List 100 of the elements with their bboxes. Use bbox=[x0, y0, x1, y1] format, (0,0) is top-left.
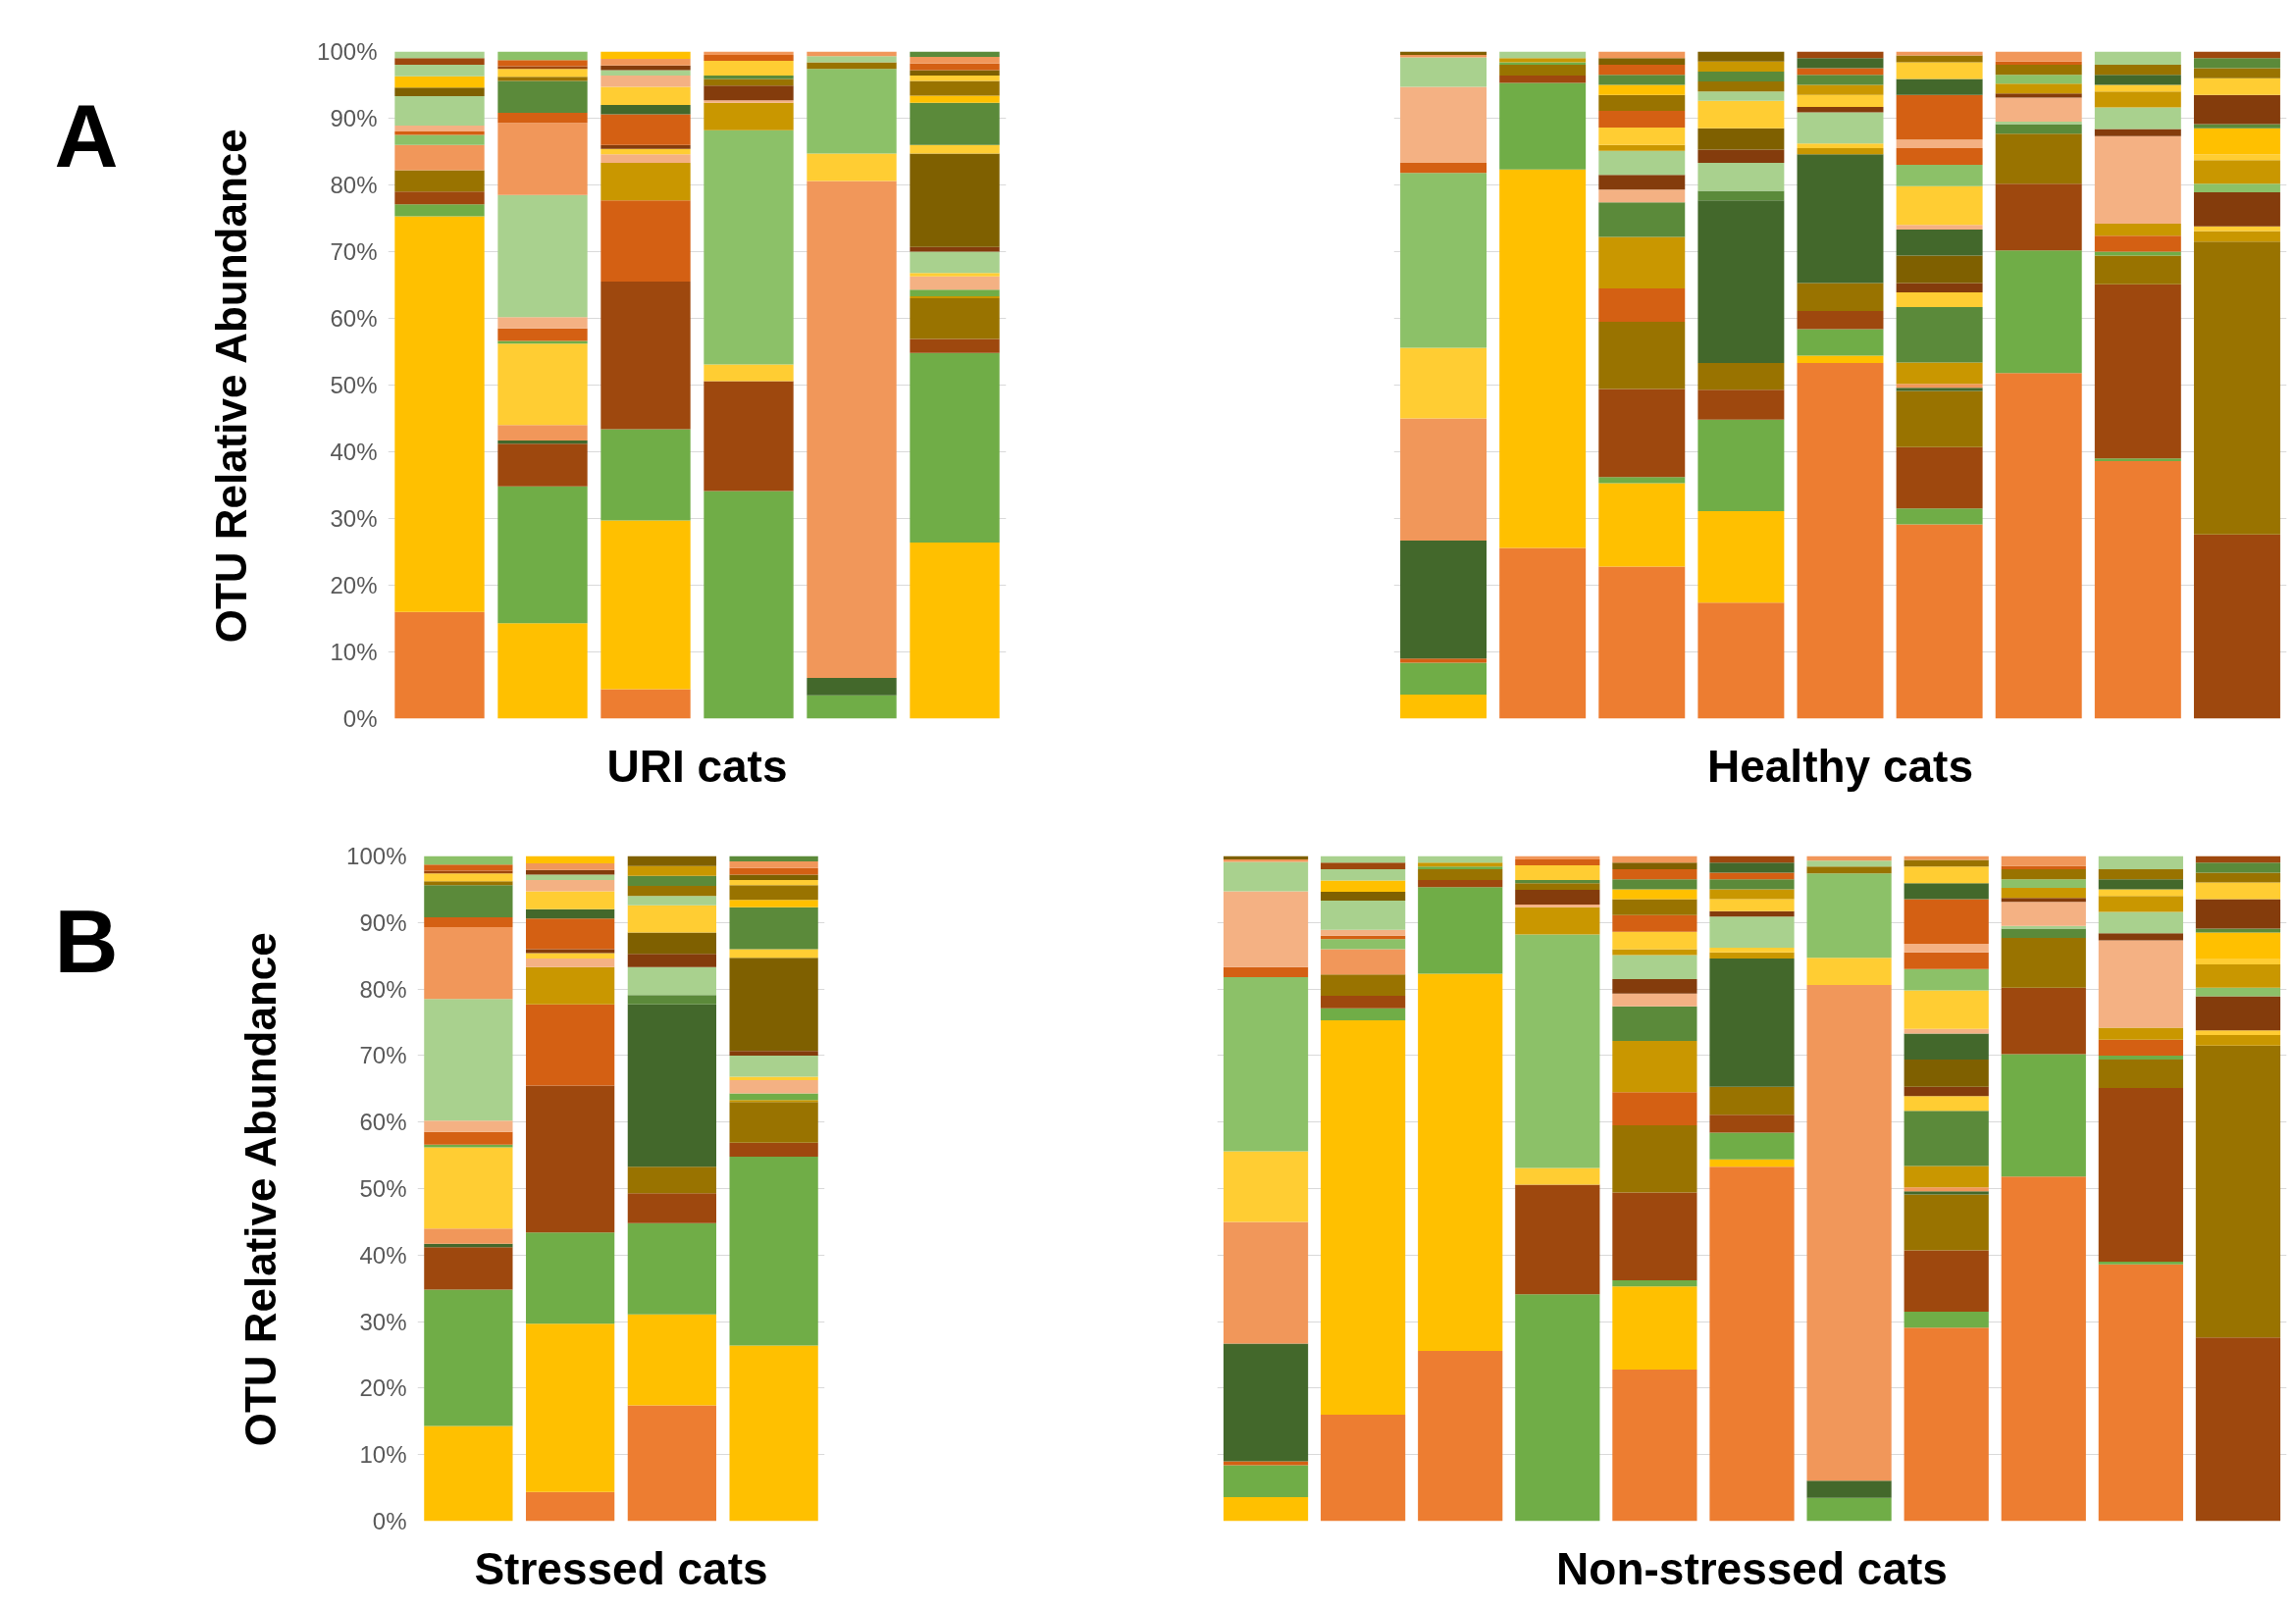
bar bbox=[1612, 993, 1697, 1007]
y-tick-label: 0% bbox=[372, 1508, 407, 1534]
y-tick-label: 30% bbox=[330, 505, 378, 532]
bar bbox=[1904, 1166, 1989, 1188]
bar bbox=[2195, 987, 2281, 997]
bar bbox=[1697, 389, 1785, 420]
bar bbox=[1709, 1132, 1795, 1160]
bar bbox=[1598, 389, 1686, 478]
text: B bbox=[54, 893, 119, 992]
bar bbox=[1709, 1166, 1795, 1522]
y-tick-label: 60% bbox=[330, 305, 378, 332]
bar bbox=[424, 885, 513, 917]
y-tick-label: 90% bbox=[330, 105, 378, 131]
y-tick-label: 20% bbox=[359, 1374, 407, 1402]
bar bbox=[1697, 419, 1785, 512]
bar bbox=[1598, 236, 1686, 288]
y-axis-title: OTU Relative Abundance bbox=[207, 129, 256, 644]
x-axis-title: Non-stressed cats bbox=[1556, 1542, 1948, 1594]
bar bbox=[1223, 891, 1309, 967]
bar bbox=[600, 154, 691, 164]
bar bbox=[2193, 68, 2280, 78]
bar bbox=[1612, 914, 1697, 932]
bar bbox=[1598, 321, 1686, 389]
bar bbox=[1709, 1086, 1795, 1115]
bar bbox=[1904, 1059, 1989, 1087]
bar bbox=[729, 860, 818, 868]
bar bbox=[1995, 373, 2082, 719]
bar bbox=[627, 1193, 717, 1223]
bar bbox=[600, 104, 691, 115]
bar bbox=[1418, 862, 1503, 867]
bar bbox=[1612, 869, 1697, 880]
bar bbox=[1321, 1008, 1406, 1020]
y-tick-label: 50% bbox=[359, 1175, 407, 1202]
bar bbox=[525, 891, 615, 909]
y-tick-label: 70% bbox=[359, 1042, 407, 1069]
bar bbox=[1612, 1040, 1697, 1093]
bar bbox=[1797, 283, 1884, 312]
x-axis-title: Healthy cats bbox=[1706, 740, 1974, 792]
bar bbox=[1321, 892, 1406, 901]
bar bbox=[394, 87, 485, 97]
y-tick-label: 80% bbox=[330, 172, 378, 198]
bar bbox=[600, 65, 691, 71]
y-tick-label: 20% bbox=[330, 572, 378, 598]
bar bbox=[497, 194, 588, 318]
bar bbox=[729, 949, 818, 959]
bar bbox=[1418, 1350, 1503, 1522]
bar bbox=[1709, 910, 1795, 917]
bar bbox=[910, 153, 1000, 247]
bar bbox=[1321, 1415, 1406, 1522]
bar bbox=[1499, 82, 1587, 170]
bar bbox=[1418, 869, 1503, 880]
bar bbox=[1797, 94, 1884, 107]
bar bbox=[1612, 1280, 1697, 1287]
bar bbox=[910, 296, 1000, 299]
bar bbox=[2001, 1176, 2086, 1522]
bar bbox=[1598, 477, 1686, 484]
bar bbox=[1499, 75, 1587, 83]
y-tick-label: 70% bbox=[330, 238, 378, 265]
bar bbox=[1598, 566, 1686, 719]
bar bbox=[497, 80, 588, 114]
bar bbox=[525, 953, 615, 959]
y-tick-label: 100% bbox=[317, 38, 378, 65]
bar bbox=[1223, 976, 1309, 1152]
bar bbox=[807, 678, 897, 696]
bar bbox=[1896, 362, 1983, 385]
bar bbox=[1709, 952, 1795, 959]
y-tick-label: 50% bbox=[330, 372, 378, 398]
bar bbox=[1797, 106, 1884, 113]
bar bbox=[1418, 887, 1503, 974]
bar bbox=[729, 907, 818, 950]
bar bbox=[525, 949, 615, 954]
bar bbox=[600, 689, 691, 719]
bar bbox=[1321, 929, 1406, 936]
bar bbox=[1418, 879, 1503, 888]
bar bbox=[1697, 363, 1785, 390]
bar bbox=[704, 102, 794, 130]
bar bbox=[627, 1405, 717, 1522]
bar bbox=[1598, 175, 1686, 190]
bar bbox=[424, 855, 513, 865]
bar bbox=[2094, 461, 2181, 719]
bar bbox=[1499, 65, 1587, 76]
bar bbox=[600, 86, 691, 105]
bar bbox=[1697, 100, 1785, 129]
bar bbox=[1321, 995, 1406, 1009]
bar bbox=[1806, 873, 1892, 959]
bar bbox=[1612, 1192, 1697, 1281]
bar bbox=[394, 611, 485, 719]
bar bbox=[1321, 974, 1406, 996]
y-tick-label: 100% bbox=[346, 843, 407, 869]
y-tick-label: 10% bbox=[359, 1441, 407, 1469]
bar bbox=[1612, 1125, 1697, 1193]
bar bbox=[729, 855, 818, 861]
bar bbox=[1697, 602, 1785, 719]
bar bbox=[1697, 81, 1785, 92]
bar bbox=[729, 1079, 818, 1094]
bar bbox=[1896, 94, 1983, 140]
bar bbox=[1499, 547, 1587, 719]
bar bbox=[1896, 524, 1983, 719]
bar bbox=[910, 144, 1000, 154]
bar bbox=[1896, 165, 1983, 186]
